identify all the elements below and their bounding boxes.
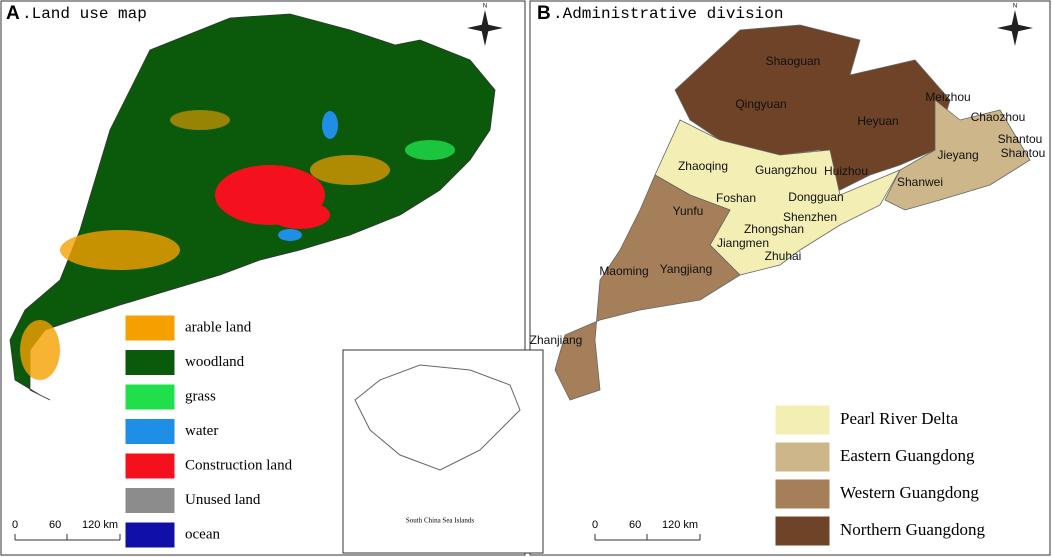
scale-label: 120 km <box>662 519 698 531</box>
legend-label: Western Guangdong <box>840 483 979 502</box>
city-label: Heyuan <box>857 114 898 128</box>
city-label: Jiangmen <box>717 236 769 250</box>
panel-a-frame <box>0 0 526 556</box>
legend-swatch <box>774 404 831 436</box>
legend-label: water <box>185 423 218 439</box>
city-label: Foshan <box>716 191 756 205</box>
city-label: Shantou <box>1001 146 1046 160</box>
legend-swatch <box>124 487 176 514</box>
city-label: Meizhou <box>925 90 970 104</box>
north-label: N <box>483 4 487 10</box>
legend-swatch <box>774 478 831 510</box>
city-label: Dongguan <box>788 190 843 204</box>
legend-swatch <box>124 383 176 411</box>
city-label: Shaoguan <box>766 54 821 68</box>
city-label: Shenzhen <box>783 210 837 224</box>
city-label: Jieyang <box>937 148 978 162</box>
city-label: Zhanjiang <box>530 333 583 347</box>
legend-label: Northern Guangdong <box>840 520 985 539</box>
city-label: Yunfu <box>673 204 704 218</box>
admin-map <box>554 24 1031 401</box>
city-label: Zhuhai <box>765 249 802 263</box>
legend-swatch <box>774 515 831 547</box>
compass-needle <box>997 24 1033 32</box>
arable-patch <box>310 155 390 185</box>
inset-frame <box>342 349 544 554</box>
compass-needle <box>467 24 503 32</box>
legend-label: Construction land <box>185 457 293 473</box>
city-label: Guangzhou <box>755 163 817 177</box>
city-label: Huizhou <box>824 164 868 178</box>
city-label: Shantou <box>998 132 1043 146</box>
legend-label: ocean <box>185 526 220 542</box>
panel-title: .Land use map <box>22 5 147 23</box>
city-label: Maoming <box>599 264 648 278</box>
china-outline <box>354 364 521 471</box>
water-patch <box>322 111 338 139</box>
city-label: Qingyuan <box>735 97 786 111</box>
compass-b <box>997 10 1033 46</box>
legend-label: Eastern Guangdong <box>840 446 975 465</box>
legend-swatch <box>124 314 176 342</box>
water-patch <box>278 229 302 241</box>
panel-title: .Administrative division <box>553 5 783 23</box>
western-region <box>554 174 741 401</box>
inset-label: South China Sea Islands <box>406 517 475 525</box>
scale-label: 120 km <box>82 519 118 531</box>
north-label: N <box>1013 4 1017 10</box>
panel-letter: B <box>537 3 551 24</box>
legend-label: woodland <box>185 354 245 370</box>
compass-a <box>467 10 503 46</box>
legend-swatch <box>124 349 176 376</box>
city-label: Zhongshan <box>744 222 804 236</box>
construction-patch <box>270 201 330 229</box>
arable-patch <box>170 110 230 130</box>
scale-label: 60 <box>629 519 641 531</box>
arable-patch <box>60 230 180 270</box>
legend-label: Pearl River Delta <box>840 409 958 428</box>
panel-b-frame <box>529 0 1051 556</box>
legend-label: Unused land <box>185 492 261 508</box>
legend-swatch <box>124 521 176 549</box>
land-use-patches <box>20 110 455 380</box>
legend-swatch <box>124 452 176 480</box>
scale-label: 60 <box>49 519 61 531</box>
eastern-region <box>884 99 1031 211</box>
legend-swatch <box>774 441 831 473</box>
grass-patch <box>405 140 455 160</box>
legend-label: grass <box>185 388 216 404</box>
city-label: Zhaoqing <box>678 159 728 173</box>
city-label: Shanwei <box>897 175 943 189</box>
legend-label: arable land <box>185 319 252 335</box>
legend-swatch <box>124 418 176 445</box>
scale-label: 0 <box>12 519 18 531</box>
scale-label: 0 <box>592 519 598 531</box>
city-label: Chaozhou <box>971 110 1026 124</box>
city-label: Yangjiang <box>660 262 713 276</box>
panel-letter: A <box>6 3 20 24</box>
arable-patch <box>20 320 60 380</box>
